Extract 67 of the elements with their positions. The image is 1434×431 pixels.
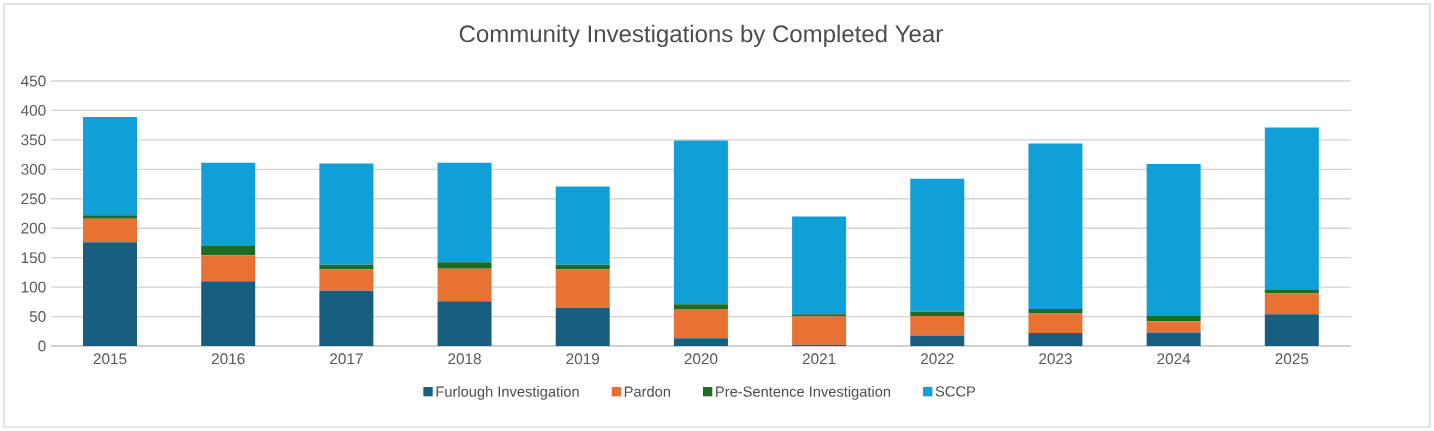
bar xyxy=(1264,290,1319,294)
x-tick-label: 2015 xyxy=(93,353,127,365)
y-tick-label: 300 xyxy=(21,163,46,175)
bar xyxy=(792,314,847,317)
bar xyxy=(910,315,965,336)
bar xyxy=(201,162,256,246)
bar xyxy=(910,178,965,312)
bar xyxy=(1028,313,1083,334)
x-tick-label: 2019 xyxy=(566,353,600,365)
y-tick-label: 0 xyxy=(38,340,46,352)
bar xyxy=(555,186,610,265)
y-tick-label: 100 xyxy=(21,281,46,293)
bar xyxy=(673,140,728,305)
x-tick-label: 2017 xyxy=(330,353,363,365)
y-tick-label: 350 xyxy=(21,134,46,146)
bar xyxy=(1146,164,1201,316)
bar xyxy=(792,216,847,315)
legend-label: Pre-Sentence Investigation xyxy=(716,386,891,400)
bar xyxy=(1146,332,1201,346)
bar xyxy=(673,338,728,346)
bar xyxy=(319,163,374,265)
x-tick-label: 2021 xyxy=(802,353,836,365)
y-tick-label: 200 xyxy=(21,222,46,234)
y-tick-label: 150 xyxy=(21,252,46,264)
bar xyxy=(910,311,965,316)
bar xyxy=(201,245,256,256)
legend-label: SCCP xyxy=(935,386,976,397)
bar xyxy=(1146,315,1201,322)
x-tick-label: 2020 xyxy=(684,353,718,365)
bar xyxy=(437,301,492,346)
bar xyxy=(83,116,138,216)
bar xyxy=(673,308,728,339)
y-tick-label: 50 xyxy=(29,311,46,322)
bar xyxy=(555,307,610,346)
bar xyxy=(201,281,256,346)
x-tick-label: 2018 xyxy=(448,353,481,365)
bar xyxy=(1264,127,1319,291)
bar xyxy=(437,162,492,263)
bar xyxy=(201,255,256,282)
bar xyxy=(437,262,492,269)
bar xyxy=(1028,333,1083,346)
bar xyxy=(319,290,374,346)
bar xyxy=(1028,308,1083,314)
x-tick-label: 2025 xyxy=(1275,353,1309,365)
bar xyxy=(83,242,138,346)
x-tick-label: 2024 xyxy=(1157,353,1191,365)
y-tick-label: 250 xyxy=(21,193,46,205)
x-tick-label: 2022 xyxy=(921,353,954,365)
bar xyxy=(555,269,610,308)
bar xyxy=(910,335,965,346)
y-tick-label: 450 xyxy=(20,75,46,87)
x-tick-label: 2023 xyxy=(1039,353,1072,365)
bar xyxy=(1146,321,1201,333)
y-tick-label: 400 xyxy=(20,105,46,116)
x-tick-label: 2016 xyxy=(211,353,245,365)
bar xyxy=(1264,314,1319,346)
bar xyxy=(673,304,728,309)
chart-title: Community Investigations by Completed Year xyxy=(459,24,943,48)
bar xyxy=(1264,293,1319,315)
bar xyxy=(319,269,374,291)
bar xyxy=(83,218,138,243)
legend-label: Pardon xyxy=(624,386,670,397)
bar xyxy=(1028,143,1083,309)
bar xyxy=(437,268,492,302)
bar xyxy=(83,215,138,219)
legend-label: Furlough Investigation xyxy=(436,386,579,400)
bar xyxy=(792,316,847,345)
